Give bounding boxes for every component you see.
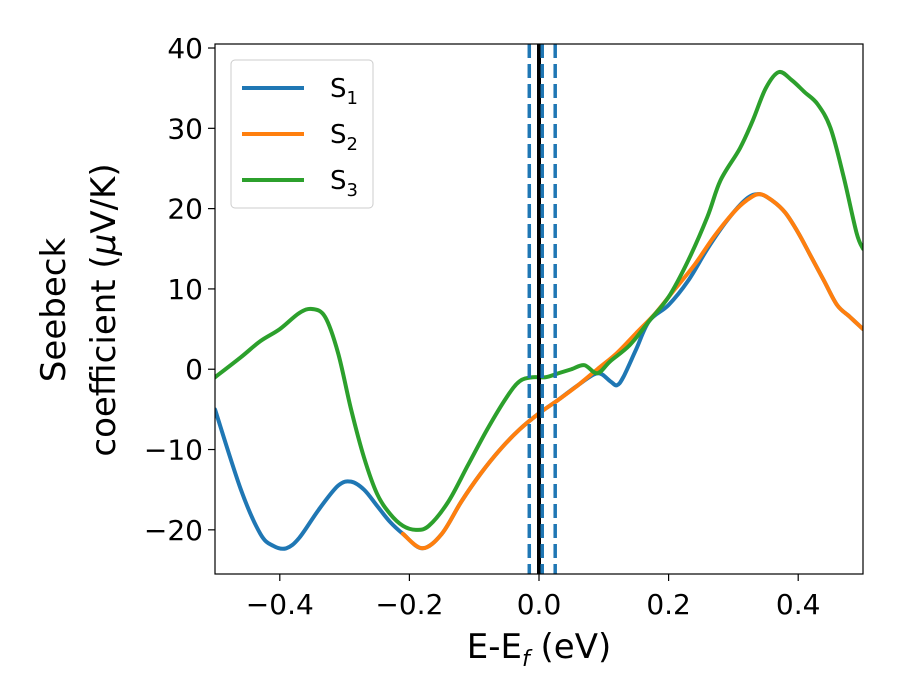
y-axis-title: Seebeck coefficient (μV/K) <box>34 163 124 456</box>
legend-label-s3: S3 <box>330 166 358 201</box>
y-axis-ticks: −20 −10 0 10 20 30 40 <box>144 32 215 547</box>
x-tick-label: −0.2 <box>375 588 443 621</box>
y-axis-title-line2-start: coefficient ( <box>84 255 124 456</box>
reference-vertical-lines <box>527 44 557 574</box>
legend-label-s2: S2 <box>330 120 358 155</box>
y-tick-label: 0 <box>185 353 203 386</box>
x-tick-label: 0.2 <box>646 588 691 621</box>
x-axis-title-rest: (eV) <box>530 627 612 667</box>
y-axis-title-line2-end: V/K) <box>84 163 124 233</box>
y-tick-label: 20 <box>167 193 203 226</box>
legend: S1 S2 S3 <box>230 59 374 209</box>
series-line-s3 <box>215 69 863 532</box>
x-tick-label: 0.0 <box>517 588 562 621</box>
y-tick-label: −10 <box>144 434 203 467</box>
series-lines <box>215 69 863 551</box>
legend-label-s1: S1 <box>330 74 358 109</box>
y-tick-label: 40 <box>167 32 203 65</box>
y-axis-title-mu: μ <box>84 234 124 257</box>
x-tick-label: −0.4 <box>246 588 314 621</box>
x-axis-title-base: E-E <box>467 627 522 667</box>
x-axis-title: E-Ef (eV) <box>467 627 612 672</box>
y-tick-label: 10 <box>167 273 203 306</box>
y-tick-label: 30 <box>167 112 203 145</box>
y-axis-title-line1: Seebeck <box>34 238 74 383</box>
y-axis-title-line2: coefficient (μV/K) <box>84 163 124 456</box>
x-axis-title-sub: f <box>522 647 533 672</box>
y-tick-label: −20 <box>144 514 203 547</box>
series-line-s2 <box>400 192 863 551</box>
x-axis-ticks: −0.4 −0.2 0.0 0.2 0.4 <box>246 574 821 621</box>
x-tick-label: 0.4 <box>776 588 821 621</box>
